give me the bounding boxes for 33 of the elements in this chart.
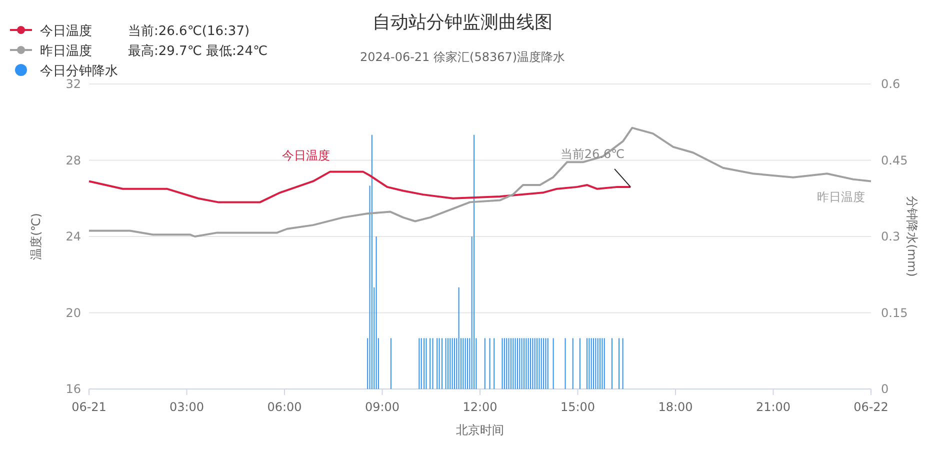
x-tick-label: 06-21 xyxy=(72,400,106,414)
legend-label: 今日分钟降水 xyxy=(40,64,118,79)
text: 今日温度 xyxy=(282,148,330,163)
text: 当前:26.6℃(16:37) xyxy=(128,24,250,39)
y-tick-label: 24 xyxy=(66,230,81,244)
y-tick-label: 28 xyxy=(66,153,81,168)
x-axis-title: 北京时间 xyxy=(456,423,504,437)
text: 最高:29.7℃ 最低:24℃ xyxy=(128,43,268,59)
y-tick-label: 20 xyxy=(66,306,81,320)
x-tick-label: 06-22 xyxy=(854,400,888,414)
x-tick-label: 09:00 xyxy=(364,400,400,414)
x-tick-label: 21:00 xyxy=(756,400,791,414)
y2-tick-label: 0.15 xyxy=(881,306,908,320)
line-series xyxy=(88,170,632,204)
y2-tick-label: 0 xyxy=(881,382,889,396)
x-tick-label: 15:00 xyxy=(560,400,596,414)
x-tick-label: 03:00 xyxy=(169,400,204,414)
chart-title: 自动站分钟监测曲线图 xyxy=(372,12,552,33)
chart-subtitle: 2024-06-21 徐家汇(58367)温度降水 xyxy=(360,50,566,64)
line-series xyxy=(88,126,872,238)
text: 昨日温度 xyxy=(817,190,865,204)
y2-tick-label: 0.45 xyxy=(881,153,908,168)
x-tick-label: 06:00 xyxy=(267,400,302,414)
y-tick-label: 16 xyxy=(66,382,81,396)
y2-tick-label: 0.6 xyxy=(881,77,900,91)
x-tick-label: 12:00 xyxy=(462,400,498,414)
x-tick-label: 18:00 xyxy=(658,400,693,414)
y-axis-title: 温度(℃) xyxy=(29,213,43,260)
y2-tick-label: 0.3 xyxy=(881,230,900,244)
legend-label: 昨日温度 xyxy=(40,43,92,59)
legend-label: 今日温度 xyxy=(40,23,92,39)
y-tick-label: 32 xyxy=(66,77,81,91)
y2-axis-title: 分钟降水(mm) xyxy=(905,196,919,277)
